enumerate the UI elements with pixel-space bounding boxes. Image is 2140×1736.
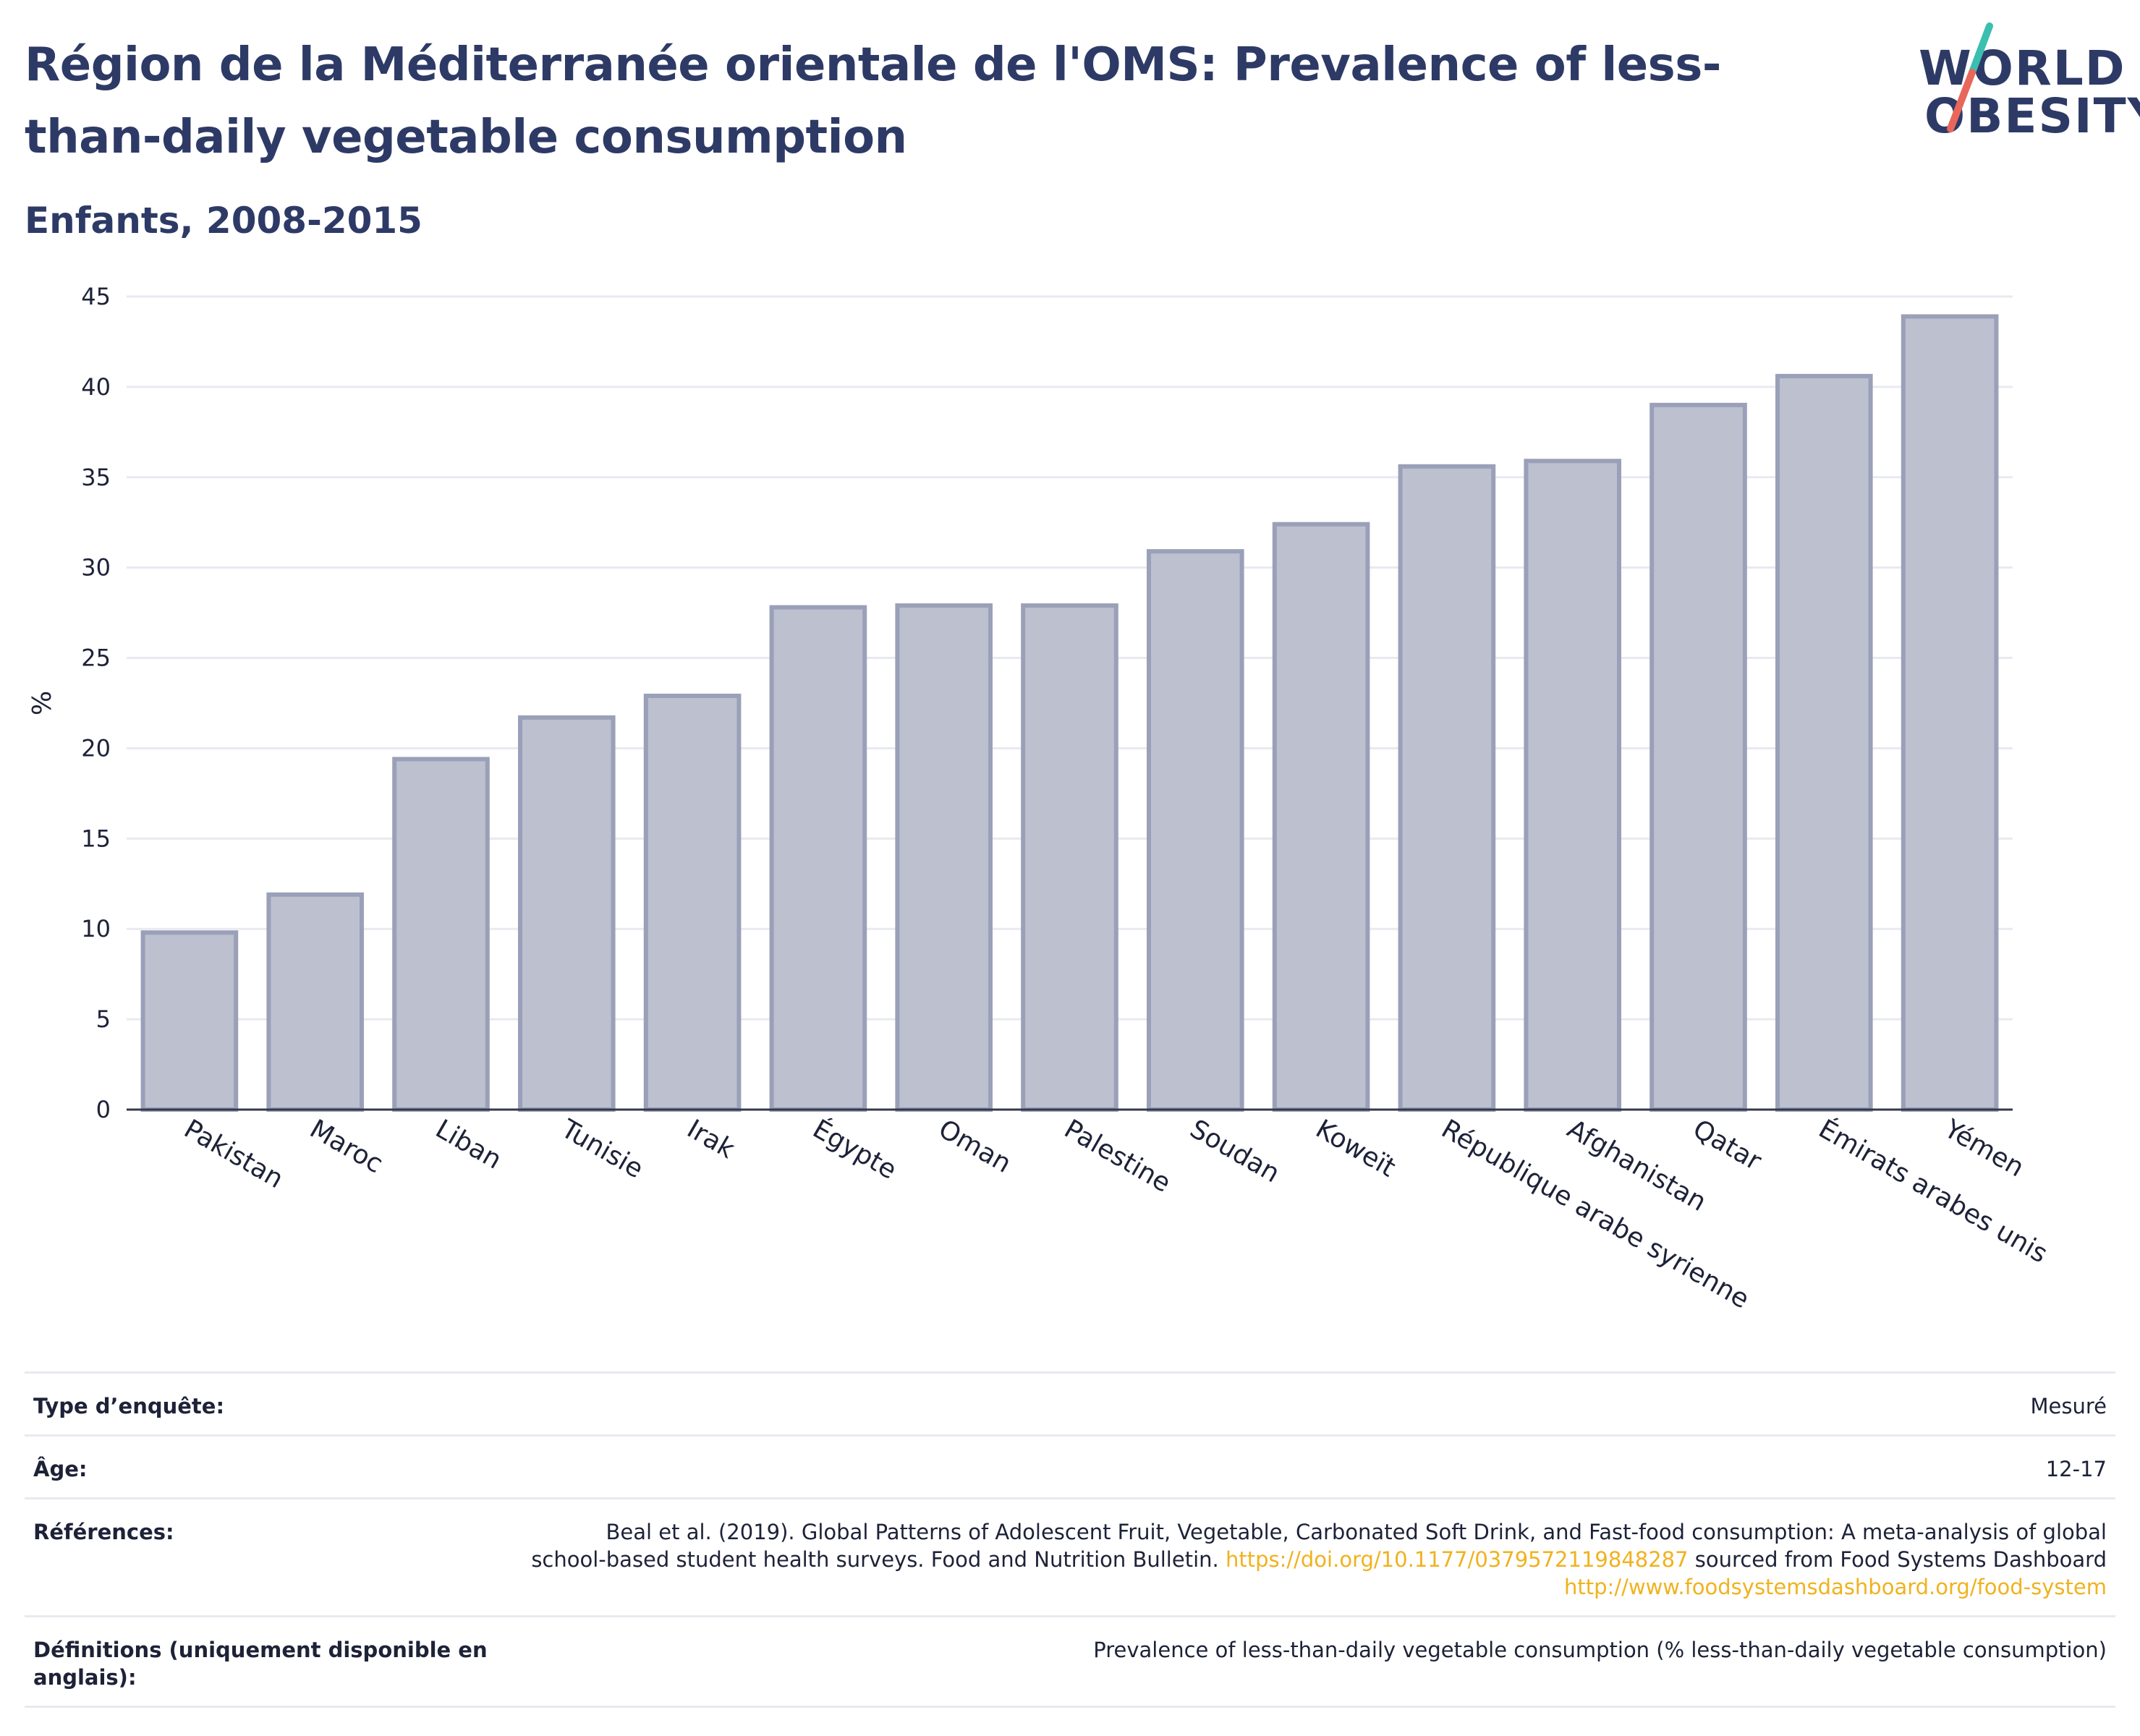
x-tick-label: Pakistan xyxy=(179,1114,288,1194)
bar xyxy=(140,930,239,1112)
bar xyxy=(643,694,742,1112)
doi-link[interactable]: https://doi.org/10.1177/0379572119848287 xyxy=(1225,1547,1689,1572)
definitions-label: Définitions (uniquement disponible en an… xyxy=(33,1638,488,1690)
definitions-value: Prevalence of less-than-daily vegetable … xyxy=(1093,1638,2107,1662)
logo-line-1: WORLD xyxy=(1919,41,2126,96)
logo-slash-bottom xyxy=(1947,69,1976,132)
bar xyxy=(392,757,490,1112)
table-row: Âge: 12-17 xyxy=(25,1434,2115,1497)
table-row: Type d’enquête: Mesuré xyxy=(25,1371,2115,1434)
x-tick-label: Tunisie xyxy=(556,1114,648,1185)
x-tick-label: Liban xyxy=(430,1114,506,1175)
age-label: Âge: xyxy=(33,1457,88,1481)
y-tick-label: 15 xyxy=(81,825,111,852)
logo-slash-top xyxy=(1969,22,1993,76)
y-tick-label: 45 xyxy=(81,283,111,310)
bar xyxy=(266,892,365,1112)
reference-source-text: sourced from Food Systems Dashboard xyxy=(1688,1547,2107,1572)
survey-type-label: Type d’enquête: xyxy=(33,1394,225,1418)
x-tick-label: Oman xyxy=(933,1114,1016,1179)
bar xyxy=(895,603,993,1112)
y-tick-label: 40 xyxy=(81,373,111,401)
reference-text: Beal et al. (2019). Global Patterns of A… xyxy=(531,1520,2107,1572)
table-row: Définitions (uniquement disponible en an… xyxy=(25,1615,2115,1708)
x-tick-label: Irak xyxy=(682,1114,740,1165)
bar xyxy=(1398,464,1496,1112)
food-systems-link[interactable]: http://www.foodsystemsdashboard.org/food… xyxy=(1564,1575,2107,1599)
chart-title: Région de la Méditerranée orientale de l… xyxy=(25,38,1721,164)
survey-type-value: Mesuré xyxy=(2030,1394,2107,1418)
x-tick-label: Émirats arabes unis xyxy=(1814,1113,2053,1269)
bar xyxy=(517,715,616,1112)
logo-slash-icon xyxy=(1947,22,1993,132)
y-tick-label: 0 xyxy=(96,1096,111,1123)
y-tick-label: 5 xyxy=(96,1005,111,1033)
x-tick-label: Qatar xyxy=(1688,1114,1766,1176)
bar xyxy=(1021,603,1118,1112)
bar xyxy=(1775,373,1873,1112)
y-tick-label: 20 xyxy=(81,734,111,762)
x-tick-label: Égypte xyxy=(807,1113,901,1185)
x-tick-label: Palestine xyxy=(1059,1114,1176,1199)
table-row: Références: Beal et al. (2019). Global P… xyxy=(25,1497,2115,1615)
y-tick-label: 10 xyxy=(81,915,111,943)
x-tick-label: Maroc xyxy=(305,1114,388,1179)
bar xyxy=(769,605,867,1112)
x-tick-label: Soudan xyxy=(1185,1114,1285,1188)
y-tick-label: 25 xyxy=(81,644,111,672)
bar xyxy=(1649,402,1747,1112)
y-tick-label: 35 xyxy=(81,464,111,491)
bar xyxy=(1901,314,1999,1112)
bar xyxy=(1524,459,1622,1112)
chart-subtitle: Enfants, 2008-2015 xyxy=(25,200,423,242)
age-value: 12-17 xyxy=(2045,1457,2107,1481)
bar xyxy=(1146,549,1244,1112)
x-tick-label: Koweït xyxy=(1311,1114,1401,1183)
references-label: Références: xyxy=(33,1520,174,1544)
y-axis-label: % xyxy=(27,691,57,715)
info-table: Type d’enquête: Mesuré Âge: 12-17 Référe… xyxy=(25,1371,2115,1708)
references-value: Beal et al. (2019). Global Patterns of A… xyxy=(525,1518,2107,1601)
world-obesity-logo: WORLD OBESITY xyxy=(1910,22,2140,159)
y-tick-label: 30 xyxy=(81,554,111,582)
x-tick-label: Yémen xyxy=(1939,1114,2029,1183)
bar xyxy=(1272,522,1370,1112)
bar-chart: 0 5 10 15 20 25 30 35 40 45% Pakistan Maroc Liban Tun… xyxy=(27,283,2053,1315)
